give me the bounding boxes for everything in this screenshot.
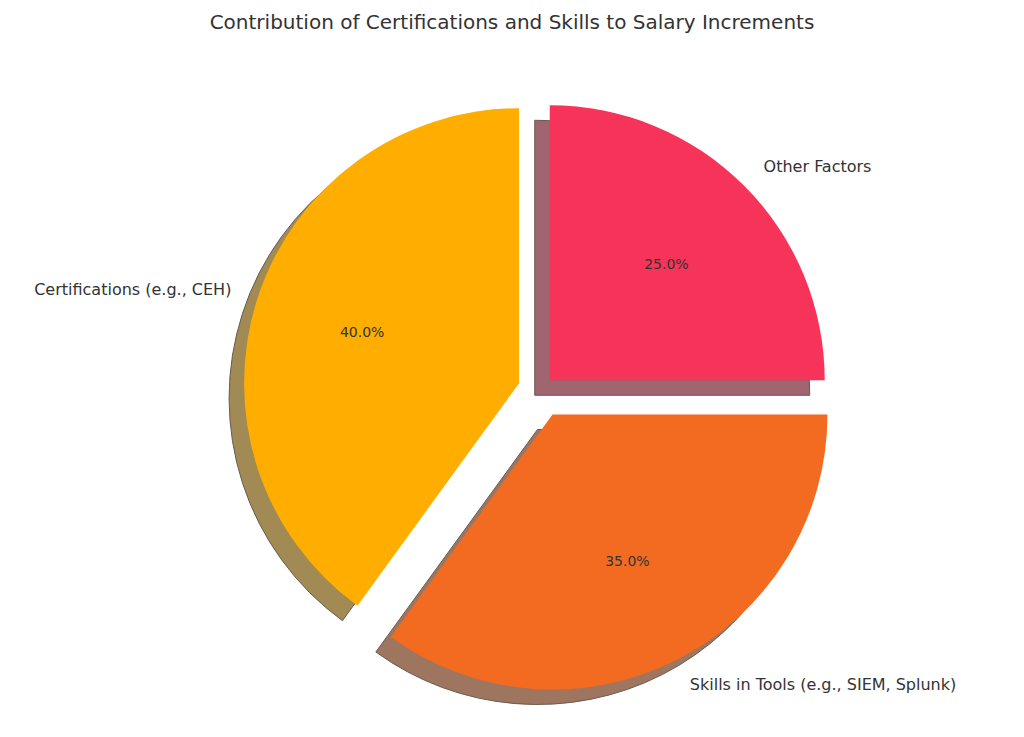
category-label: Other Factors xyxy=(764,157,872,176)
data-label: 25.0% xyxy=(644,256,688,272)
pie-slice xyxy=(550,105,825,380)
labels: Certifications (e.g., CEH) 40.0% Skills in… xyxy=(34,157,956,694)
pie-slice xyxy=(391,415,828,690)
chart: Contribution of Certifications and Skill… xyxy=(0,0,1024,737)
data-label: 35.0% xyxy=(605,553,649,569)
pie-group xyxy=(229,105,827,704)
chart-title: Contribution of Certifications and Skill… xyxy=(210,10,815,34)
category-label: Certifications (e.g., CEH) xyxy=(34,280,231,299)
category-label: Skills in Tools (e.g., SIEM, Splunk) xyxy=(690,675,956,694)
data-label: 40.0% xyxy=(340,324,384,340)
